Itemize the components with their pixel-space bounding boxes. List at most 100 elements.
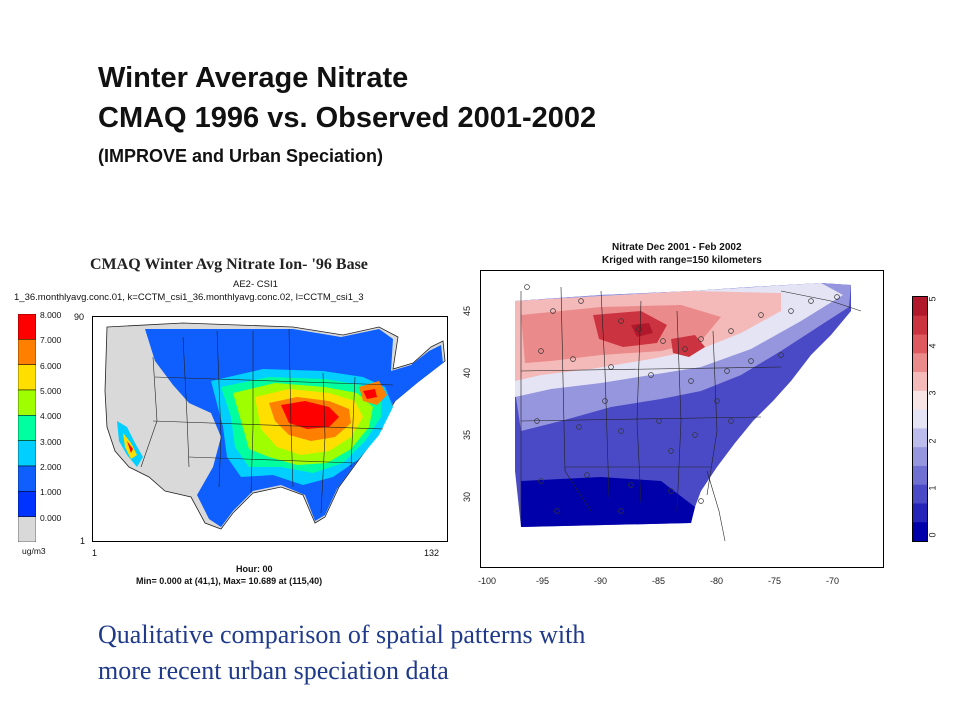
kriged-colorbar-swatch <box>913 484 927 504</box>
kriged-colorbar-tick: 4 <box>927 343 938 349</box>
cmaq-legend-label: 4.000 <box>40 411 62 422</box>
kriged-station-marker <box>538 478 544 484</box>
kriged-x-tick: -85 <box>652 576 666 586</box>
kriged-station-marker <box>618 428 624 434</box>
slide-title-line1: Winter Average Nitrate <box>98 62 409 94</box>
kriged-station-marker <box>656 418 662 424</box>
kriged-colorbar-tick: 0 <box>927 532 938 538</box>
kriged-station-marker <box>778 352 784 358</box>
kriged-station-marker <box>834 294 840 300</box>
kriged-x-tick: -70 <box>826 576 840 586</box>
kriged-colorbar-swatch <box>913 522 927 542</box>
kriged-colorbar-swatch <box>913 409 927 429</box>
kriged-station-marker <box>748 358 754 364</box>
kriged-colorbar <box>912 296 928 542</box>
kriged-station-marker <box>636 326 642 332</box>
kriged-station-marker <box>554 508 560 514</box>
cmaq-legend-label: 5.000 <box>40 386 62 396</box>
cmaq-y-bottom-label: 1 <box>80 536 86 546</box>
cmaq-map-subtitle: AE2- CSI1 <box>233 279 278 290</box>
kriged-station-marker <box>660 338 666 344</box>
cmaq-legend-swatch <box>17 415 37 441</box>
kriged-station-marker <box>724 368 730 374</box>
slide-title-line2: CMAQ 1996 vs. Observed 2001-2002 <box>98 102 597 134</box>
slide-subtitle: (IMPROVE and Urban Speciation) <box>98 146 384 166</box>
kriged-station-marker <box>668 448 674 454</box>
cmaq-legend-label: 8.000 <box>40 310 62 320</box>
kriged-station-marker <box>692 432 698 438</box>
kriged-colorbar-swatch <box>913 353 927 373</box>
kriged-colorbar-swatch <box>913 334 927 354</box>
kriged-station-marker <box>728 418 734 424</box>
kriged-station-marker <box>584 472 590 478</box>
cmaq-legend-swatch <box>17 516 37 543</box>
kriged-colorbar-swatch <box>913 447 927 467</box>
kriged-station-marker <box>758 312 764 318</box>
kriged-station-markers <box>524 284 840 514</box>
kriged-state-lines <box>520 286 862 542</box>
cmaq-legend-swatch <box>17 339 37 365</box>
cmaq-minmax-label: Min= 0.000 at (41,1), Max= 10.689 at (11… <box>136 576 323 586</box>
cmaq-legend-label: 0.000 <box>40 512 62 523</box>
kriged-red-hotspot <box>593 311 667 347</box>
kriged-station-marker <box>714 398 720 404</box>
kriged-y-tick: 45 <box>462 305 473 317</box>
slide-caption-line2: more recent urban speciation data <box>98 656 449 685</box>
cmaq-y-top-label: 90 <box>74 312 85 322</box>
cmaq-legend-label: 1.000 <box>40 487 62 498</box>
kriged-map-subtitle: Kriged with range=150 kilometers <box>602 255 762 266</box>
kriged-colorbar-tick: 3 <box>927 390 938 396</box>
kriged-station-marker <box>808 298 814 304</box>
cmaq-legend <box>17 313 37 543</box>
kriged-colorbar-swatch <box>913 465 927 486</box>
kriged-station-marker <box>576 424 582 430</box>
kriged-station-marker <box>618 508 624 514</box>
cmaq-legend-swatch <box>17 389 37 416</box>
kriged-station-marker <box>550 308 556 314</box>
cmaq-x-left-label: 1 <box>92 548 98 558</box>
cmaq-map-file-label: 1_36.monthlyavg.conc.01, k=CCTM_csi1_36.… <box>14 292 364 303</box>
kriged-station-marker <box>698 498 704 504</box>
kriged-station-marker <box>538 348 544 354</box>
kriged-station-marker <box>668 488 674 494</box>
kriged-colorbar-tick: 5 <box>927 296 938 302</box>
slide-caption-line1: Qualitative comparison of spatial patter… <box>98 620 586 649</box>
cmaq-hour-label: Hour: 00 <box>236 564 273 574</box>
kriged-y-tick: 40 <box>462 367 473 379</box>
cmaq-legend-swatch <box>17 465 37 492</box>
kriged-station-marker <box>618 318 624 324</box>
cmaq-legend-unit: ug/m3 <box>22 546 46 556</box>
cmaq-legend-label: 6.000 <box>40 360 62 371</box>
cmaq-map-frame <box>92 316 448 542</box>
kriged-station-marker <box>628 482 634 488</box>
kriged-colorbar-swatch <box>913 372 927 392</box>
kriged-colorbar-swatch <box>913 315 927 336</box>
kriged-station-marker <box>648 372 654 378</box>
cmaq-legend-label: 2.000 <box>40 462 62 472</box>
kriged-station-marker <box>682 346 688 352</box>
cmaq-x-right-label: 132 <box>424 548 440 558</box>
kriged-map-frame <box>480 270 884 568</box>
kriged-station-marker <box>524 284 530 290</box>
kriged-station-marker <box>728 328 734 334</box>
kriged-station-marker <box>788 308 794 314</box>
kriged-colorbar-tick: 1 <box>927 485 938 491</box>
kriged-station-marker <box>570 356 576 362</box>
kriged-y-tick: 30 <box>462 491 473 503</box>
kriged-station-marker <box>578 298 584 304</box>
cmaq-map-title: CMAQ Winter Avg Nitrate Ion- '96 Base <box>90 256 368 273</box>
kriged-colorbar-bar <box>913 297 927 542</box>
kriged-y-tick: 35 <box>462 429 473 441</box>
kriged-x-tick: -95 <box>536 576 550 586</box>
kriged-station-marker <box>698 336 704 342</box>
kriged-colorbar-tick: 2 <box>927 438 938 444</box>
cmaq-legend-swatch <box>17 491 37 517</box>
cmaq-legend-swatch <box>17 313 37 340</box>
cmaq-legend-swatch <box>17 440 37 467</box>
kriged-station-marker <box>608 364 614 370</box>
kriged-colorbar-swatch <box>913 503 927 523</box>
kriged-station-marker <box>602 398 608 404</box>
kriged-colorbar-swatch <box>913 297 927 317</box>
cmaq-state-lines <box>140 328 394 514</box>
kriged-station-marker <box>534 418 540 424</box>
